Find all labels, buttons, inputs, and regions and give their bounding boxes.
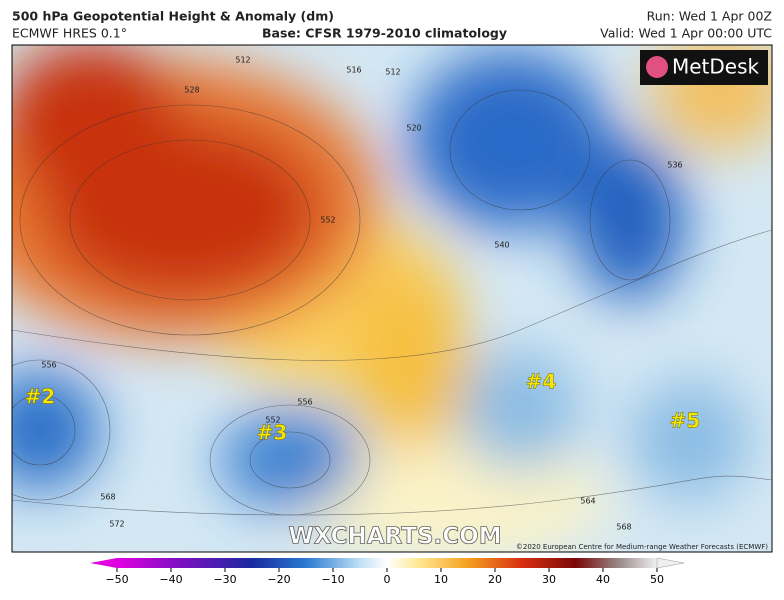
contour-label: 512	[385, 68, 400, 77]
contour-label: 528	[184, 86, 199, 95]
colorbar-tick-label: −50	[105, 573, 128, 586]
feature-label: #5	[670, 409, 701, 433]
credit: ©2020 European Centre for Medium-range W…	[516, 543, 768, 551]
contour-label: 516	[346, 66, 361, 75]
contour-label: 556	[297, 398, 312, 407]
watermark: WXCHARTS.COM	[288, 524, 501, 550]
title: 500 hPa Geopotential Height & Anomaly (d…	[12, 9, 334, 24]
contour-label: 540	[494, 241, 509, 250]
colorbar-tick-label: 40	[596, 573, 610, 586]
map-frame	[11, 44, 773, 553]
logo-icon	[646, 56, 668, 78]
contour-label: 520	[406, 124, 421, 133]
feature-label: #2	[25, 385, 56, 409]
colorbar-tick-label: 10	[434, 573, 448, 586]
contour-label: 552	[320, 216, 335, 225]
colorbar-tick-label: 30	[542, 573, 556, 586]
contour-label: 568	[100, 493, 115, 502]
logo: MetDesk	[672, 55, 760, 79]
base: Base: CFSR 1979-2010 climatology	[262, 26, 507, 41]
colorbar-tick-label: 50	[650, 573, 664, 586]
contour-label: 572	[109, 520, 124, 529]
contour-label: 536	[667, 161, 682, 170]
contour-label: 556	[41, 361, 56, 370]
model: ECMWF HRES 0.1°	[12, 26, 127, 41]
feature-label: #4	[526, 370, 557, 394]
colorbar-tick-label: 0	[384, 573, 391, 586]
contour-label: 564	[580, 497, 595, 506]
colorbar-tick-label: −30	[213, 573, 236, 586]
contour-label: 512	[235, 56, 250, 65]
feature-label: #3	[257, 421, 288, 445]
run: Run: Wed 1 Apr 00Z	[647, 9, 772, 24]
colorbar-low-arrow	[90, 558, 117, 568]
colorbar-tick-label: 20	[488, 573, 502, 586]
colorbar	[117, 558, 657, 568]
colorbar-tick-label: −20	[267, 573, 290, 586]
contour-label: 568	[616, 523, 631, 532]
colorbar-tick-label: −40	[159, 573, 182, 586]
map: 512 512 516 520 528 536 540 552 552 556 556 568 572 5…	[12, 45, 772, 552]
colorbar-high-arrow	[656, 557, 685, 569]
colorbar-tick-label: −10	[321, 573, 344, 586]
contour-label: 552	[265, 416, 280, 425]
valid: Valid: Wed 1 Apr 00:00 UTC	[600, 26, 772, 41]
